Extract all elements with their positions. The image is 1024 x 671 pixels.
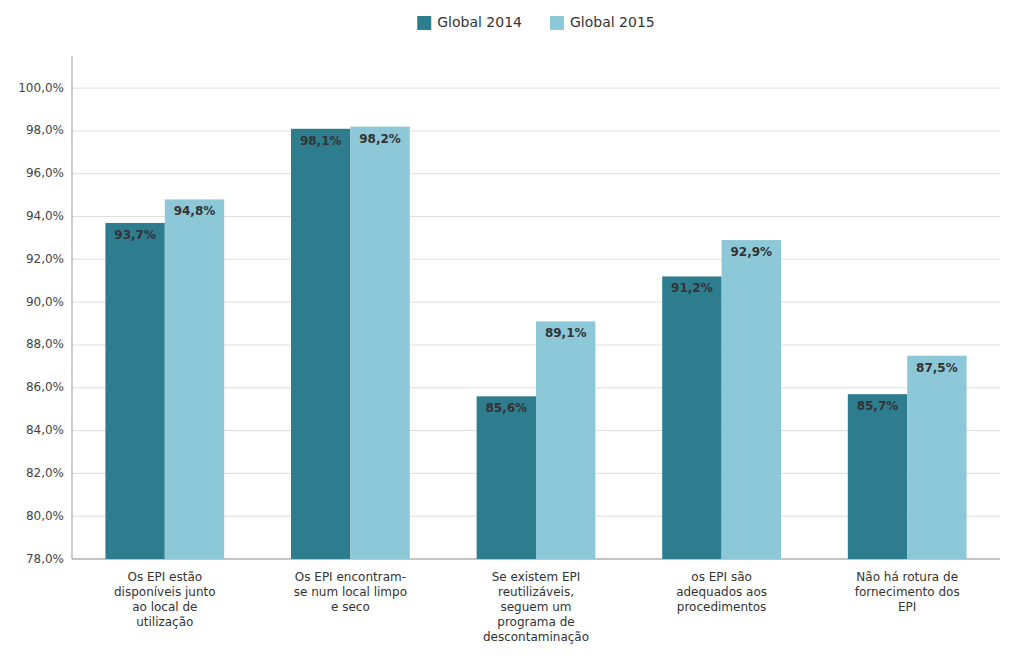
x-tick-label: Se existem EPIreutilizáveis,seguem umpro… — [483, 570, 589, 644]
y-tick-label: 84,0% — [26, 423, 64, 437]
y-tick-label: 90,0% — [26, 295, 64, 309]
data-label: 98,1% — [300, 134, 342, 148]
y-tick-label: 94,0% — [26, 209, 64, 223]
bars — [105, 127, 966, 559]
legend-item: Global 2015 — [550, 14, 655, 30]
data-label: 94,8% — [174, 204, 216, 218]
data-label: 98,2% — [359, 132, 401, 146]
data-labels: 93,7% 98,1% 85,6% 91,2% 85,7% 94,8% 98,2% 89,1%… — [114, 132, 957, 416]
legend-label: Global 2015 — [570, 14, 655, 30]
data-label: 85,6% — [485, 401, 527, 415]
y-tick-label: 80,0% — [26, 509, 64, 523]
bar — [722, 240, 781, 559]
bar — [165, 199, 224, 559]
bar — [350, 127, 409, 559]
y-axis: 78,0% 80,0% 82,0% 84,0% 86,0% 88,0% 90,0% 92,0%… — [18, 81, 1000, 566]
y-tick-label: 92,0% — [26, 252, 64, 266]
y-tick-label: 86,0% — [26, 380, 64, 394]
y-tick-label: 100,0% — [18, 81, 64, 95]
grid-line — [72, 130, 1000, 131]
bar — [907, 356, 966, 559]
legend-label: Global 2014 — [437, 14, 522, 30]
data-label: 91,2% — [671, 281, 713, 295]
x-tick-label: Os EPI estãodisponíveis juntoao local de… — [114, 570, 216, 629]
x-tick-label: Não há rotura defornecimento dosEPI — [855, 570, 960, 614]
bar — [536, 321, 595, 559]
chart-container: 78,0% 80,0% 82,0% 84,0% 86,0% 88,0% 90,0% 92,0%… — [0, 0, 1024, 671]
data-label: 87,5% — [916, 361, 958, 375]
grid-line — [72, 88, 1000, 89]
grid-line — [72, 173, 1000, 174]
bar — [848, 394, 907, 559]
legend-swatch — [550, 16, 564, 30]
x-tick-label: os EPI sãoadequados aosprocedimentos — [676, 570, 767, 614]
y-tick-label: 82,0% — [26, 466, 64, 480]
data-label: 89,1% — [545, 326, 587, 340]
y-tick-label: 78,0% — [26, 552, 64, 566]
x-axis: Os EPI estãodisponíveis juntoao local de… — [114, 570, 960, 644]
legend: Global 2014 Global 2015 — [417, 14, 655, 30]
x-tick-label: Os EPI encontram-se num local limpoe sec… — [294, 570, 407, 614]
legend-swatch — [417, 16, 431, 30]
y-tick-label: 98,0% — [26, 123, 64, 137]
y-tick-label: 96,0% — [26, 166, 64, 180]
data-label: 92,9% — [730, 245, 772, 259]
legend-item: Global 2014 — [417, 14, 522, 30]
y-tick-label: 88,0% — [26, 337, 64, 351]
data-label: 93,7% — [114, 228, 156, 242]
y-axis-line — [72, 56, 73, 559]
bar — [291, 129, 350, 559]
bar — [662, 276, 721, 559]
bar — [477, 396, 536, 559]
chart-svg: 78,0% 80,0% 82,0% 84,0% 86,0% 88,0% 90,0% 92,0%… — [0, 0, 1024, 671]
data-label: 85,7% — [857, 399, 899, 413]
bar — [105, 223, 164, 559]
